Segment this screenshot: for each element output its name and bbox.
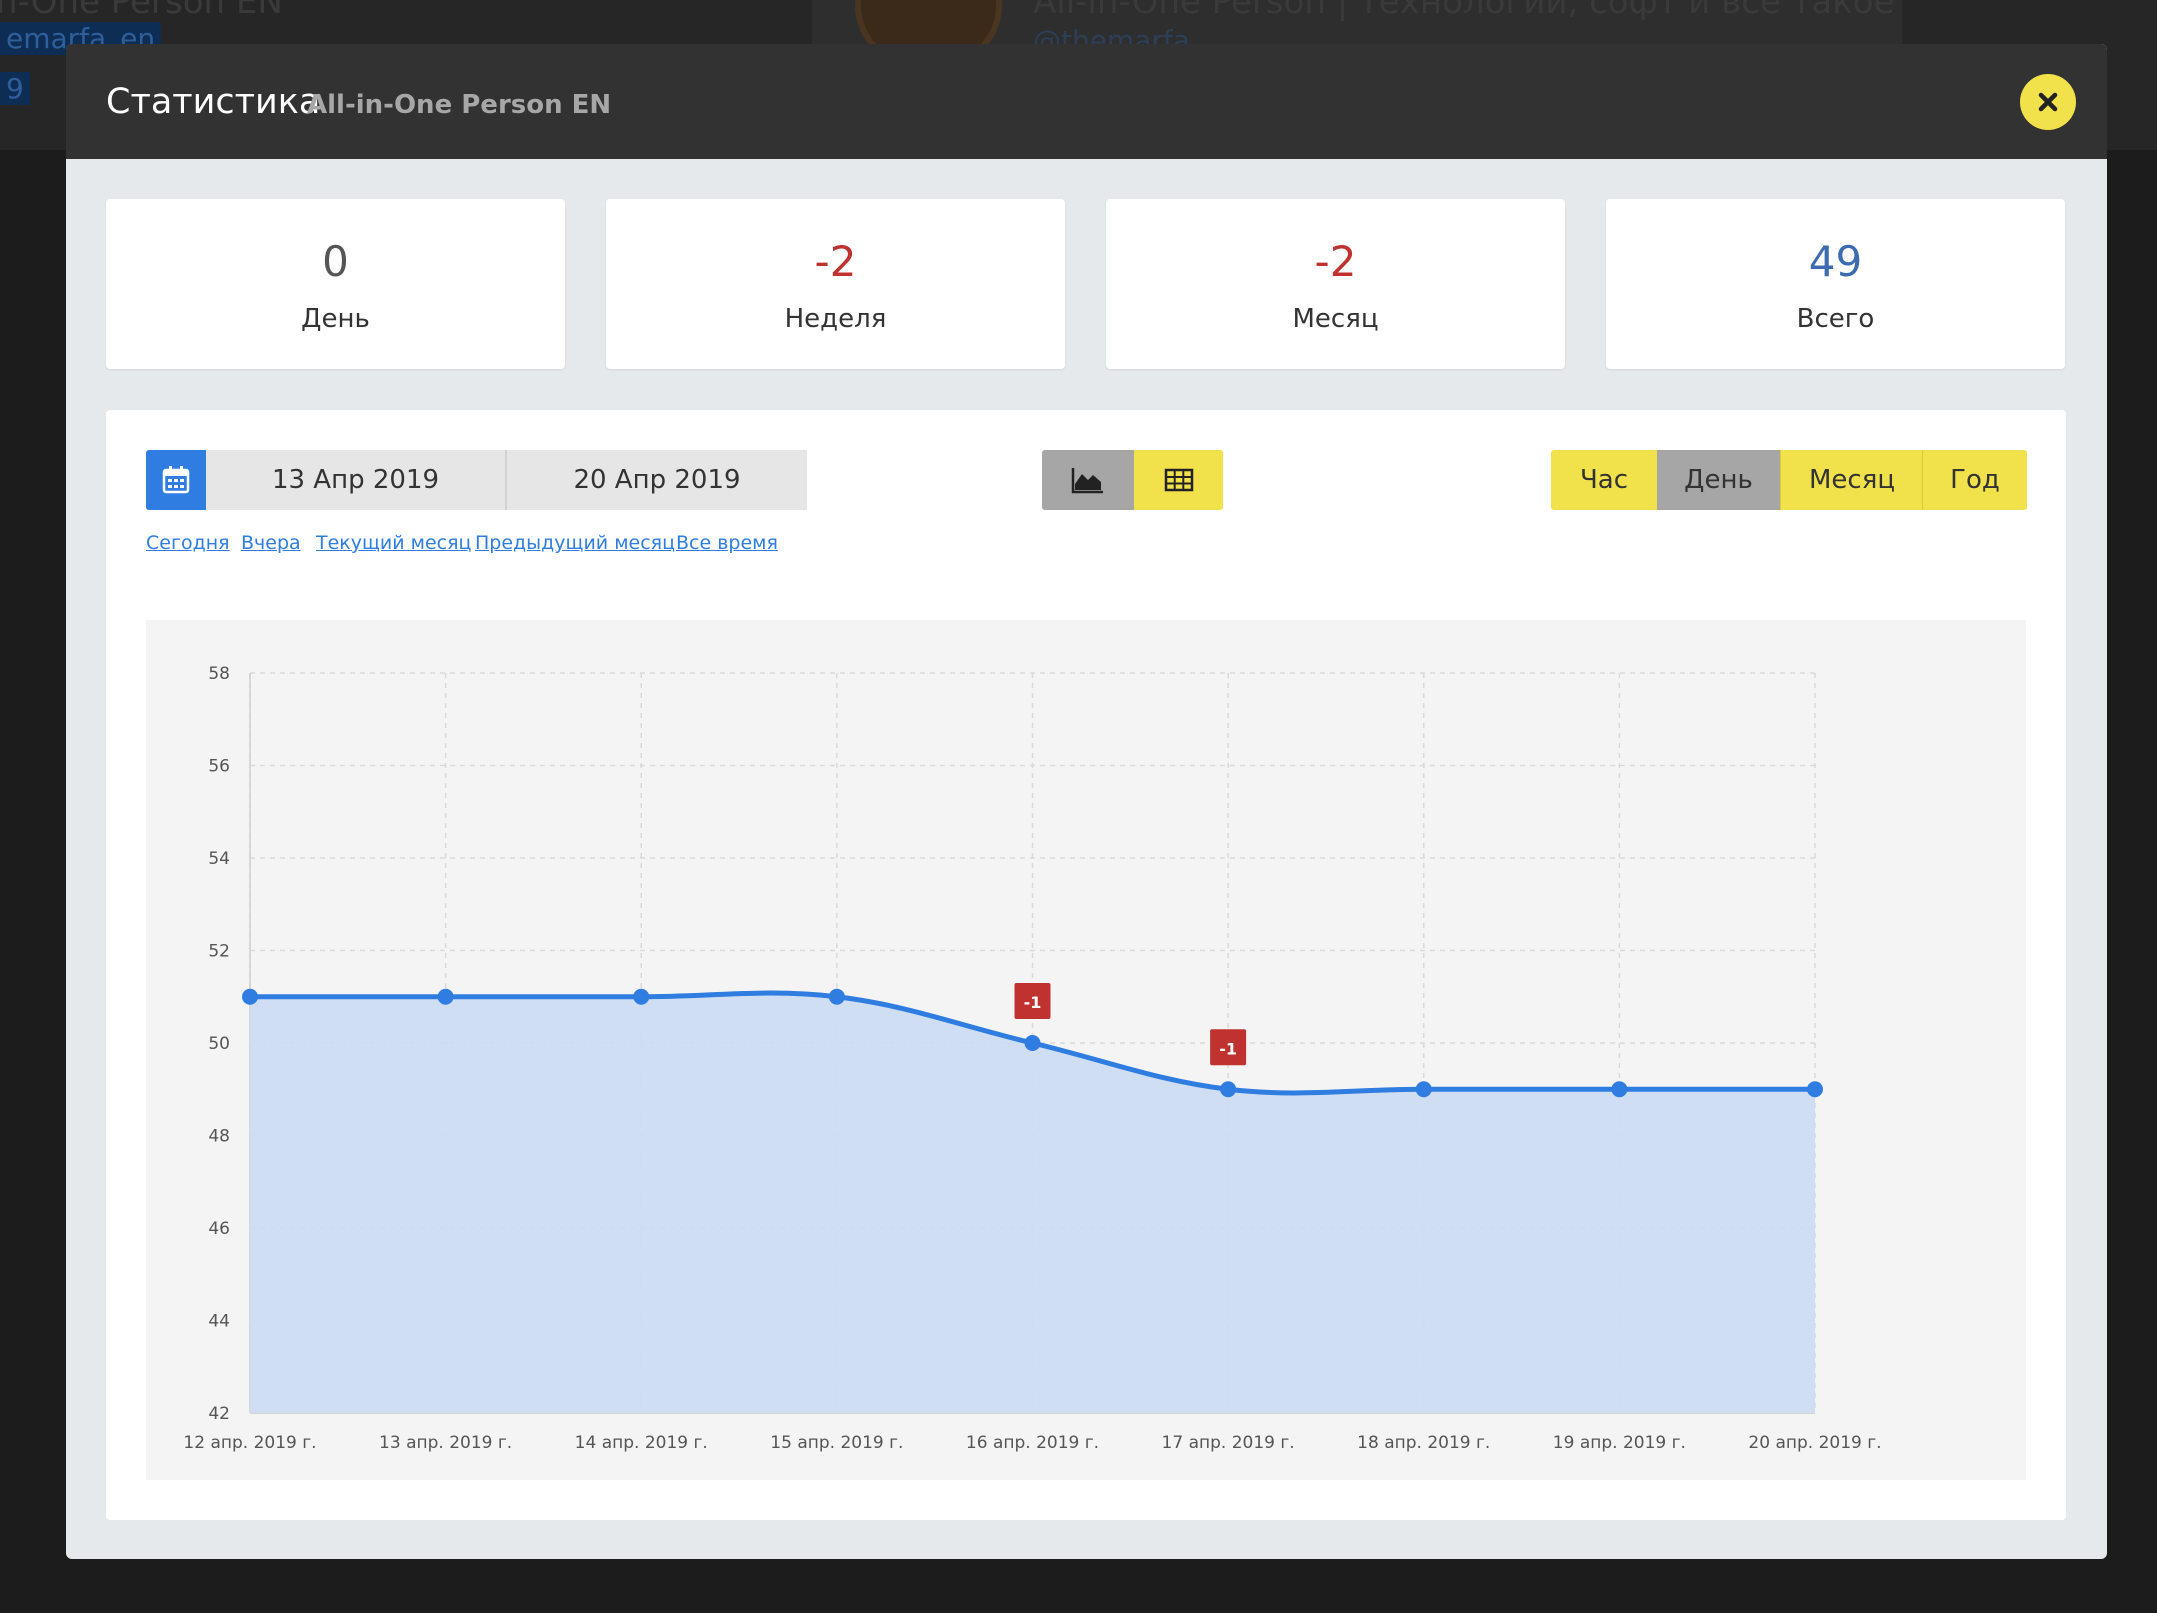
y-tick-label: 58 [208, 664, 230, 684]
data-point [1807, 1081, 1823, 1098]
modal-subtitle: All-in-One Person EN [307, 90, 612, 120]
x-tick-label: 17 апр. 2019 г. [1162, 1433, 1295, 1453]
chart-container: 42 44 46 48 50 52 54 56 58 12 апр. 2019 г. 13 апр.… [146, 620, 2026, 1480]
period-hour-button[interactable]: Час [1551, 450, 1657, 510]
quick-link-current-month[interactable]: Текущий месяц [316, 532, 472, 554]
calendar-button[interactable] [146, 450, 206, 510]
y-tick-label: 44 [208, 1312, 230, 1332]
data-point [1220, 1081, 1237, 1098]
close-button[interactable] [2020, 74, 2076, 130]
table-icon [1164, 468, 1193, 492]
annotation-badge [1210, 1029, 1247, 1066]
x-tick-label: 12 апр. 2019 г. [183, 1433, 316, 1453]
x-tick-label: 20 апр. 2019 г. [1748, 1433, 1881, 1453]
period-month-button[interactable]: Месяц [1780, 450, 1923, 510]
date-from-field[interactable]: 13 Апр 2019 [206, 450, 505, 510]
data-point [242, 988, 258, 1005]
annotation-label: -1 [1219, 1039, 1237, 1058]
stat-value: -2 [814, 237, 857, 286]
stat-label: Месяц [1292, 304, 1379, 334]
stat-value: 49 [1808, 237, 1863, 286]
data-point [437, 988, 454, 1005]
date-to-field[interactable]: 20 Апр 2019 [507, 450, 807, 510]
y-tick-label: 48 [208, 1127, 230, 1147]
close-icon [2038, 92, 2058, 112]
data-point [828, 988, 845, 1005]
stat-label: Всего [1796, 304, 1875, 334]
data-point [1415, 1081, 1432, 1098]
area-chart-icon [1071, 468, 1103, 494]
stats-panel: 13 Апр 2019 20 Апр 2019 Сегодня Вчера Те… [106, 410, 2066, 1520]
modal-header: Статистика All-in-One Person EN [66, 44, 2107, 159]
period-year-button[interactable]: Год [1922, 450, 2027, 510]
background-channel-name: n-One Person EN [0, 0, 283, 22]
y-tick-label: 54 [208, 849, 230, 869]
series-area [250, 993, 1815, 1413]
quick-link-today[interactable]: Сегодня [146, 532, 230, 554]
x-tick-label: 14 апр. 2019 г. [575, 1433, 708, 1453]
y-tick-label: 56 [208, 757, 230, 777]
stat-card-month: -2 Месяц [1106, 199, 1565, 369]
y-tick-label: 52 [208, 942, 230, 962]
chart-view-button[interactable] [1042, 450, 1134, 510]
quick-link-previous-month[interactable]: Предыдущий месяц [475, 532, 676, 554]
stat-card-week: -2 Неделя [606, 199, 1065, 369]
statistics-chart: 42 44 46 48 50 52 54 56 58 12 апр. 2019 г. 13 апр.… [183, 664, 1881, 1453]
y-tick-label: 42 [208, 1404, 230, 1424]
data-point [633, 988, 650, 1005]
stat-card-total: 49 Всего [1606, 199, 2065, 369]
x-tick-label: 19 апр. 2019 г. [1553, 1433, 1686, 1453]
x-tick-label: 13 апр. 2019 г. [379, 1433, 512, 1453]
modal-title: Статистика [106, 82, 321, 122]
stat-card-day: 0 День [106, 199, 565, 369]
calendar-icon [162, 466, 190, 494]
annotation-label: -1 [1024, 993, 1042, 1012]
y-tick-label: 46 [208, 1219, 230, 1239]
period-day-button[interactable]: День [1657, 450, 1780, 510]
background-channel-title: All-in-One Person | технологии, софт и в… [1033, 0, 1895, 22]
x-tick-label: 18 апр. 2019 г. [1357, 1433, 1490, 1453]
data-point [1611, 1081, 1628, 1098]
date-separator [505, 450, 507, 510]
statistics-modal: Статистика All-in-One Person EN 0 День -… [66, 44, 2107, 1559]
x-tick-label: 15 апр. 2019 г. [770, 1433, 903, 1453]
annotation-badge [1014, 983, 1051, 1019]
stat-label: Неделя [784, 304, 887, 334]
quick-link-yesterday[interactable]: Вчера [241, 532, 301, 554]
x-tick-label: 16 апр. 2019 г. [966, 1433, 1099, 1453]
table-view-button[interactable] [1134, 450, 1223, 510]
y-tick-label: 50 [208, 1034, 230, 1054]
data-point [1024, 1035, 1041, 1051]
quick-link-all-time[interactable]: Все время [676, 532, 778, 554]
background-channel-count: 9 [0, 72, 30, 105]
stat-value: -2 [1314, 237, 1357, 286]
stat-label: День [301, 304, 370, 334]
stat-value: 0 [322, 237, 349, 286]
